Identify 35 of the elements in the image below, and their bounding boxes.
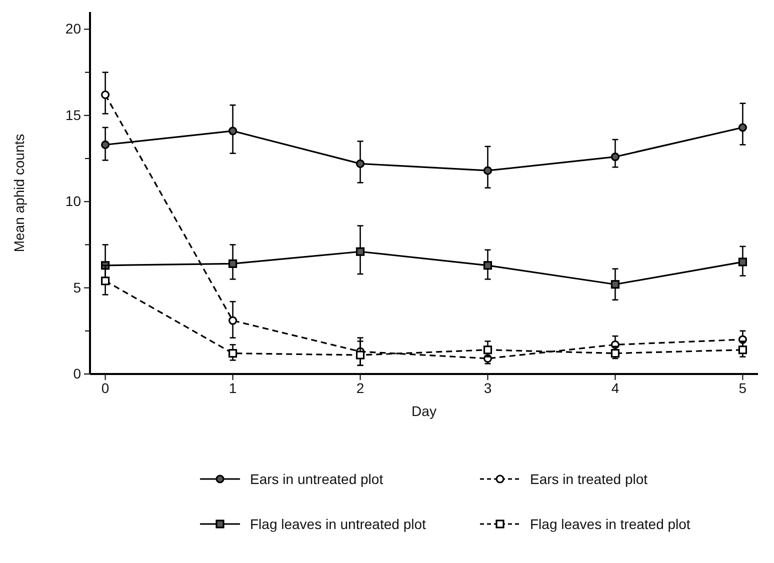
point: [610, 152, 620, 162]
legend-label: Ears in untreated plot: [250, 471, 384, 487]
point: [228, 259, 238, 268]
point: [610, 280, 620, 289]
point: [483, 166, 492, 175]
y-tick-label: 5: [73, 279, 82, 296]
point: [228, 126, 238, 136]
point: [738, 258, 747, 266]
x-tick-label: 1: [228, 380, 237, 396]
point: [101, 140, 110, 150]
x-tick-label: 3: [484, 380, 492, 396]
point: [101, 276, 110, 286]
x-tick-label: 4: [611, 380, 620, 396]
legend-label: Ears in treated plot: [530, 471, 648, 487]
point: [228, 349, 238, 358]
y-tick-label: 15: [65, 106, 82, 123]
x-tick-label: 0: [101, 380, 110, 396]
y-tick-label: 0: [73, 365, 82, 382]
point: [356, 247, 365, 256]
x-tick-label: 5: [738, 380, 747, 396]
point: [483, 346, 492, 354]
x-axis-title: Day: [412, 403, 436, 419]
point: [610, 349, 620, 358]
point: [356, 159, 365, 168]
x-tick-label: 2: [356, 380, 364, 396]
point: [228, 316, 238, 325]
point: [101, 90, 110, 100]
legend-label: Flag leaves in untreated plot: [250, 516, 426, 532]
legend-label: Flag leaves in treated plot: [530, 516, 690, 532]
y-tick-label: 10: [65, 193, 82, 210]
y-axis-title: Mean aphid counts: [11, 134, 27, 252]
point: [738, 123, 747, 132]
point: [356, 350, 365, 360]
y-tick-label: 20: [65, 20, 82, 37]
point: [483, 261, 492, 270]
